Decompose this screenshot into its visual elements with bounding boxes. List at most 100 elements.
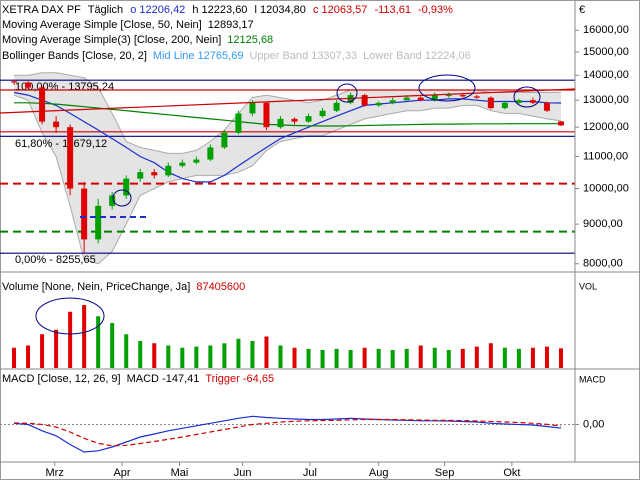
x-tick-label: Apr — [113, 467, 130, 479]
volume-bar — [418, 345, 423, 368]
candle-body — [515, 100, 522, 103]
candle-body — [277, 118, 284, 128]
legend-value: 12893,17 — [208, 19, 254, 31]
level-label: 61,80% - 11679,12 — [15, 138, 107, 150]
volume-bar — [404, 348, 409, 368]
volume-bar — [530, 347, 535, 368]
volume-bar — [194, 346, 199, 368]
volume-bar — [236, 338, 241, 368]
candle-body — [123, 178, 130, 196]
candle-body — [473, 96, 480, 98]
volume-bar — [26, 345, 31, 368]
volume-bar — [432, 347, 437, 368]
candle-body — [361, 95, 368, 106]
volume-bar — [40, 334, 45, 368]
x-tick-label: Sep — [435, 467, 455, 479]
annotation-ellipse — [418, 74, 476, 102]
legend-name: Moving Average Simple(3) [Close, 200, Ne… — [2, 34, 221, 46]
legend-value: 12125,68 — [227, 34, 273, 46]
close: c 12063,57 — [313, 4, 367, 16]
volume-bar — [82, 305, 87, 368]
change: -113,61 — [374, 4, 411, 16]
candle-body — [389, 100, 396, 103]
candle-body — [207, 147, 214, 160]
candle-body — [193, 159, 200, 163]
candle-body — [81, 188, 88, 240]
volume-bar — [460, 348, 465, 368]
legend-value: 87405600 — [196, 281, 245, 293]
legend-entry: Volume [None, Nein, PriceChange, Ja] 8740… — [2, 281, 245, 293]
y-tick-label: 10000,00 — [583, 182, 629, 194]
candle-body — [67, 127, 74, 189]
candle-body — [319, 110, 326, 117]
candle-body — [333, 102, 340, 111]
legend-value: Lower Band 12224,06 — [363, 50, 471, 62]
y-tick-label: 16000,00 — [583, 24, 629, 36]
volume-bar — [376, 348, 381, 368]
macd-line — [13, 415, 562, 453]
trend-line — [0, 88, 576, 114]
legend-name: Volume [None, Nein, PriceChange, Ja] — [2, 281, 190, 293]
y-tick-label: 9000,00 — [583, 218, 623, 230]
candle-body — [25, 82, 32, 88]
legend-name: MACD [Close, 12, 26, 9] — [2, 373, 121, 385]
band-lower — [13, 94, 562, 265]
legend-name: Bollinger Bands [Close, 20, 2] — [2, 50, 147, 62]
volume-bar — [516, 348, 521, 368]
volume-bar — [390, 350, 395, 368]
open: o 12206,42 — [130, 4, 185, 16]
volume-bar — [446, 350, 451, 368]
change-pct: -0,93% — [418, 4, 453, 16]
x-tick-label: Jun — [234, 467, 252, 479]
x-tick-label: Mrz — [46, 467, 64, 479]
symbol: XETRA DAX PF — [2, 4, 81, 16]
volume-bar — [152, 343, 157, 368]
annotation-ellipse — [35, 297, 105, 335]
candle-body — [95, 205, 102, 240]
x-tick-label: Aug — [369, 467, 389, 479]
y-tick-label: 14000,00 — [583, 69, 629, 81]
ma-line — [13, 91, 562, 183]
legend-name: Moving Average Simple [Close, 50, Nein] — [2, 19, 202, 31]
volume-bar — [12, 347, 17, 368]
x-tick-label: Mai — [171, 467, 189, 479]
volume-bar — [264, 336, 269, 368]
annotation-ellipse — [112, 189, 132, 207]
axis-label: VOL — [579, 281, 597, 291]
candle-body — [263, 102, 270, 128]
y-tick-label: 8000,00 — [583, 258, 623, 270]
y-tick-label: 0,00 — [583, 418, 604, 430]
volume-bar — [250, 341, 255, 368]
volume-bar — [292, 347, 297, 368]
volume-bar — [320, 350, 325, 368]
volume-bar — [474, 346, 479, 368]
level-label: 0,00% - 8255,65 — [15, 254, 96, 266]
axis-label: MACD — [579, 374, 606, 384]
y-tick-label: 12000,00 — [583, 121, 629, 133]
volume-bar — [488, 343, 493, 368]
candle-body — [235, 113, 242, 133]
volume-bar — [222, 343, 227, 368]
candle-body — [291, 118, 298, 122]
x-tick-label: Okt — [503, 467, 520, 479]
volume-bar — [138, 341, 143, 368]
annotation-ellipse — [336, 83, 358, 103]
candle-body — [459, 95, 466, 97]
candle-body — [305, 116, 312, 122]
candle-body — [431, 95, 438, 101]
candle-body — [179, 162, 186, 166]
candle-body — [375, 102, 382, 106]
volume-bar — [96, 316, 101, 368]
volume-bar — [166, 345, 171, 368]
candle-body — [487, 97, 494, 109]
legend-value: Upper Band 13307,33 — [249, 50, 357, 62]
volume-bar — [110, 323, 115, 368]
annotation-ellipse — [513, 86, 541, 108]
candle-body — [557, 121, 564, 126]
x-tick-label: Jul — [303, 467, 317, 479]
candle-body — [109, 195, 116, 206]
y-tick-label: 15000,00 — [583, 46, 629, 58]
legend-value: Mid Line 12765,69 — [153, 50, 244, 62]
candle-body — [417, 97, 424, 101]
